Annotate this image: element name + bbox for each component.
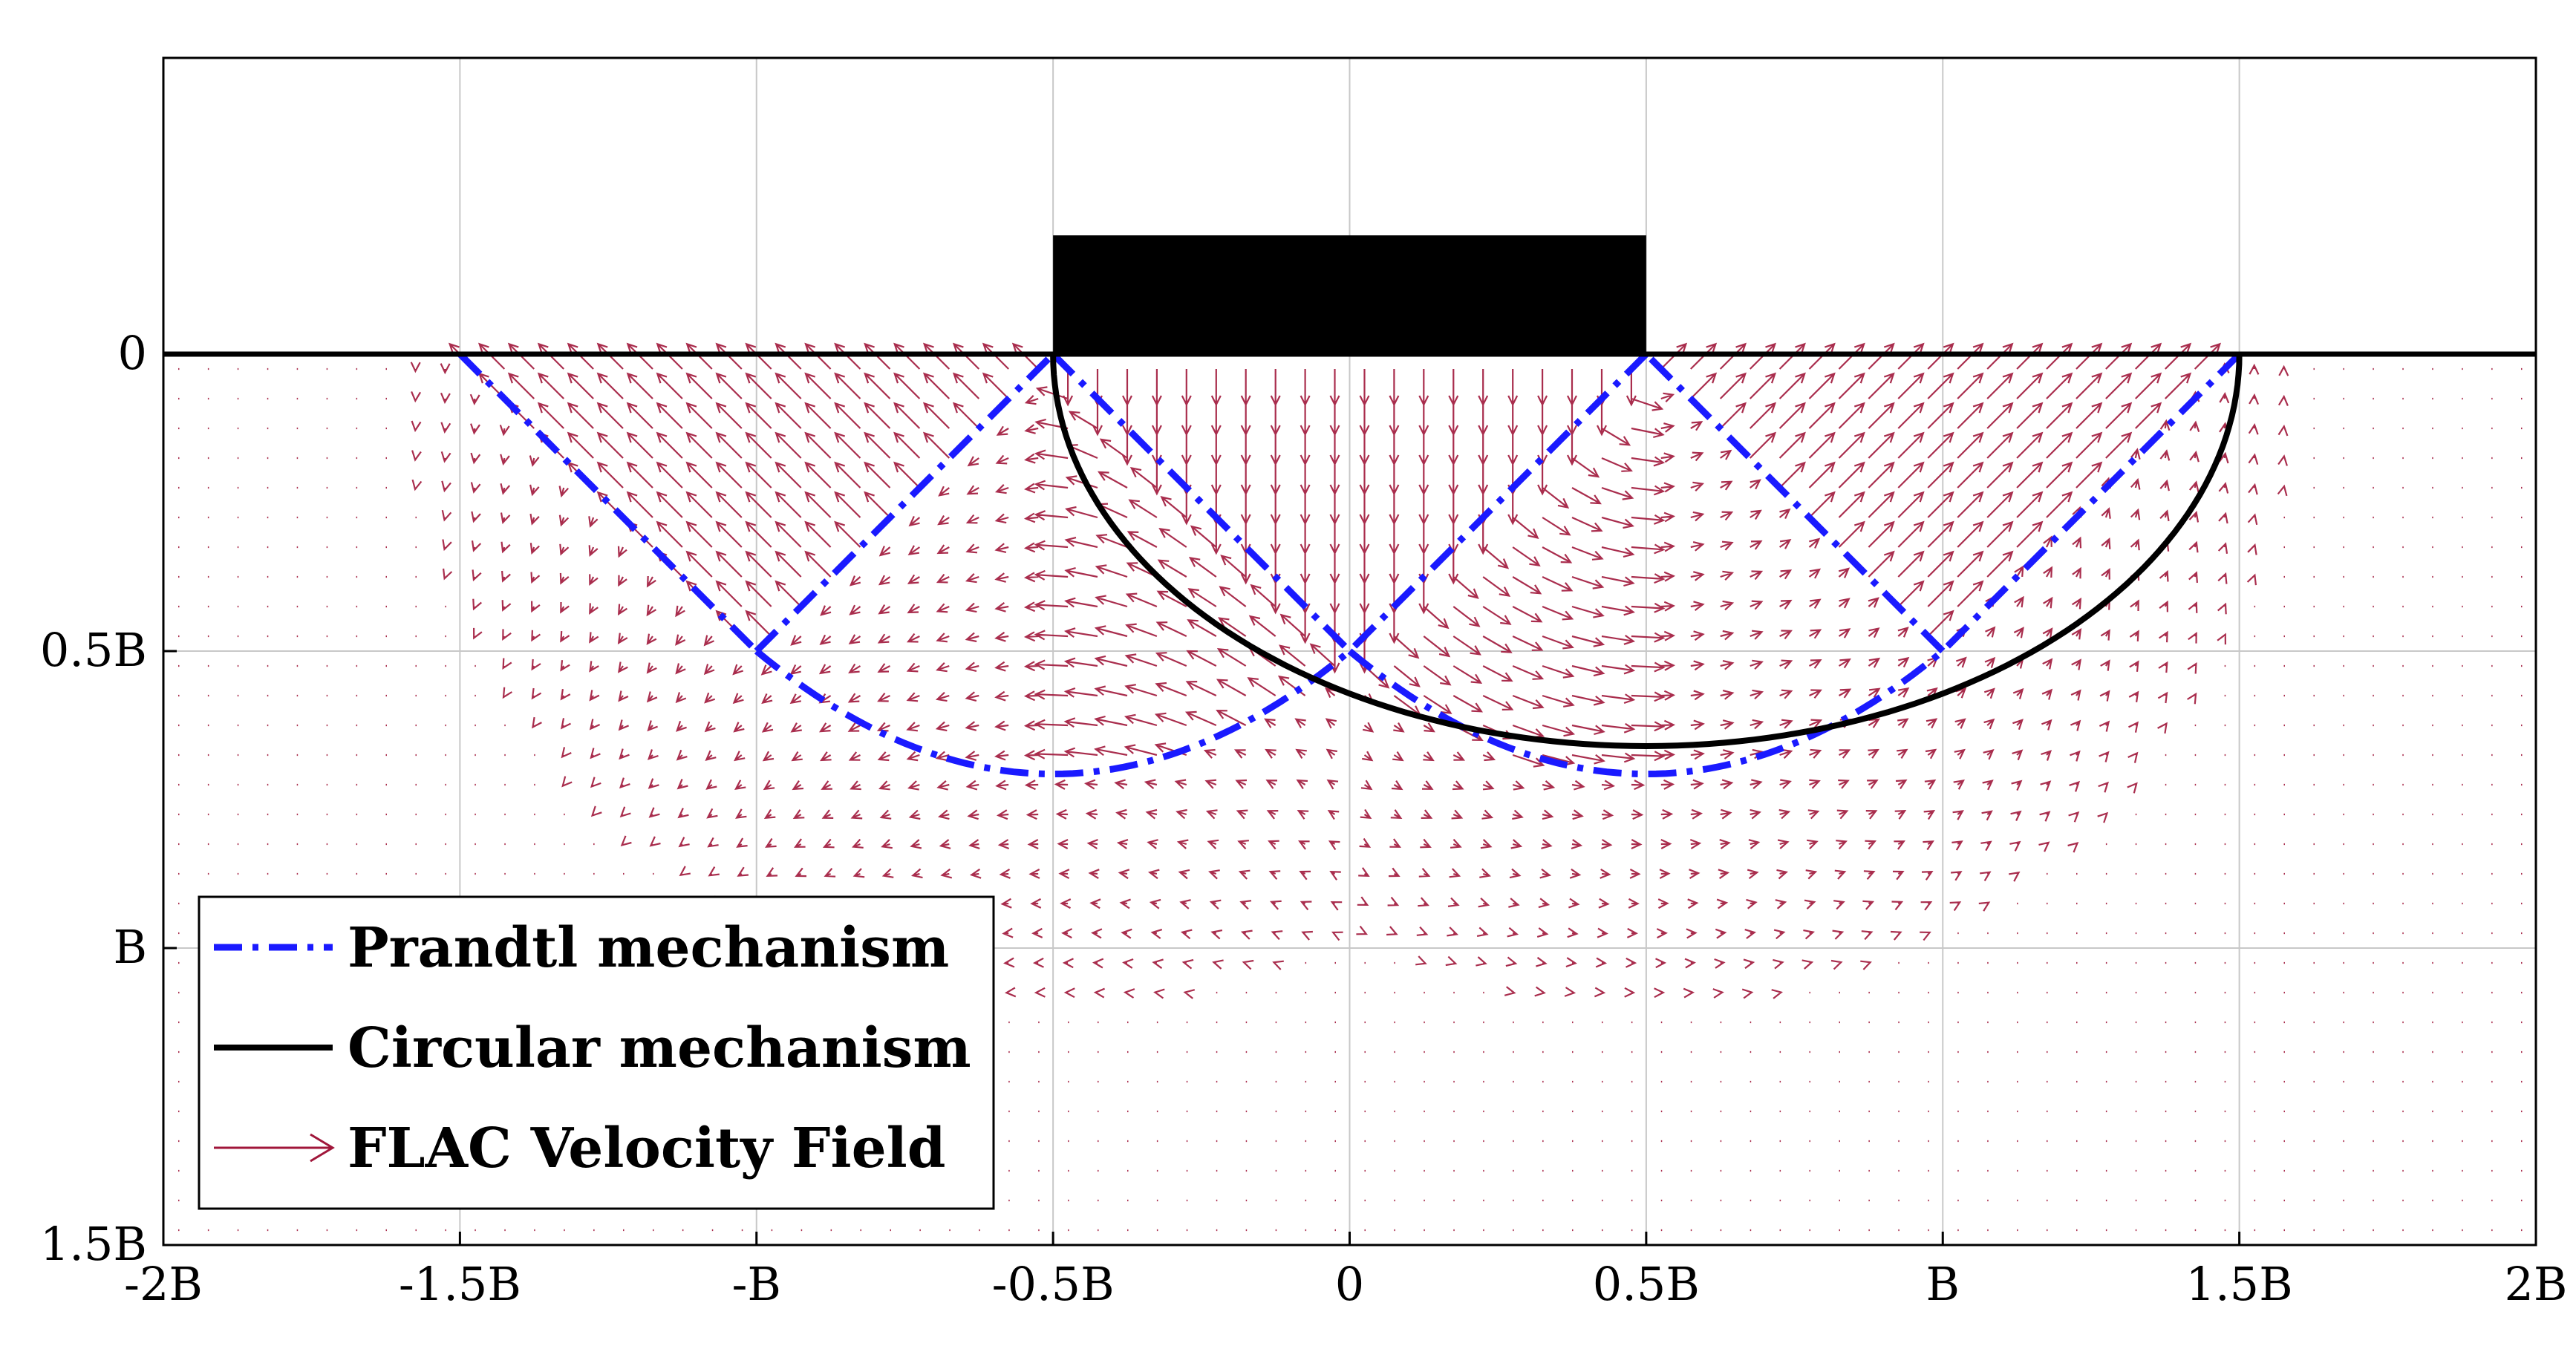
x-tick-label: B — [1926, 1257, 1960, 1311]
x-tick-label: 0.5B — [1593, 1257, 1700, 1311]
circular-arc — [1050, 353, 2243, 750]
prandtl-line-6 — [1347, 351, 1649, 654]
x-tick-label: -B — [731, 1257, 781, 1311]
legend-label-circular: Circular mechanism — [348, 1016, 971, 1080]
y-tick-label: 0 — [118, 326, 147, 380]
prandtl-line-1 — [754, 351, 1056, 654]
y-tick-label: 0.5B — [40, 623, 147, 677]
footing — [1053, 235, 1646, 354]
x-tick-label: 2B — [2504, 1257, 2567, 1311]
prandtl-line-7 — [1347, 648, 1946, 778]
x-tick-label: -2B — [124, 1257, 203, 1311]
legend-label-prandtl: Prandtl mechanism — [348, 916, 949, 980]
circular-mechanism — [1050, 353, 2243, 750]
prandtl-line-3 — [754, 648, 1352, 778]
prandtl-line-5 — [1643, 351, 1946, 654]
prandtl-line-0 — [457, 351, 759, 654]
y-tick-label: B — [113, 920, 147, 974]
legend-swatch-flac — [214, 1133, 335, 1163]
prandtl-line-4 — [1940, 351, 2242, 654]
y-tick-label: 1.5B — [40, 1217, 147, 1271]
x-tick-label: 0 — [1335, 1257, 1364, 1311]
legend: Prandtl mechanism Circular mechanism FLAC … — [198, 895, 995, 1210]
prandtl-line-2 — [1050, 351, 1352, 654]
x-tick-label: 1.5B — [2186, 1257, 2293, 1311]
x-tick-label: -0.5B — [992, 1257, 1115, 1311]
legend-label-flac: FLAC Velocity Field — [348, 1117, 946, 1180]
x-tick-label: -1.5B — [399, 1257, 521, 1311]
prandtl-mechanism — [457, 351, 2242, 778]
ground-surface — [163, 235, 2536, 357]
axes: -2B -1.5B -B -0.5B 0 0.5B B 1.5B 2B 0 0.5B B 1.5B — [40, 56, 2568, 1311]
